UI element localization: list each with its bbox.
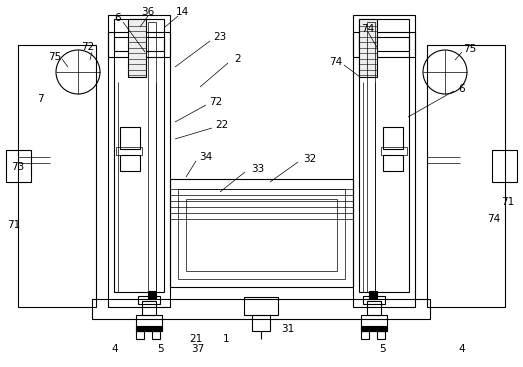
Bar xyxy=(120,155,140,171)
Bar xyxy=(148,291,156,299)
Text: 74: 74 xyxy=(329,57,343,67)
Text: 73: 73 xyxy=(12,162,25,172)
Bar xyxy=(114,19,164,51)
Text: 7: 7 xyxy=(37,94,43,104)
Text: 31: 31 xyxy=(281,324,294,334)
Text: 71: 71 xyxy=(502,197,515,207)
Text: 74: 74 xyxy=(487,214,501,224)
Bar xyxy=(369,291,377,299)
Bar xyxy=(252,315,270,331)
Bar xyxy=(244,297,278,315)
Bar xyxy=(108,15,170,57)
Bar xyxy=(6,150,31,182)
Text: 23: 23 xyxy=(213,32,226,42)
Bar xyxy=(136,326,162,331)
Bar xyxy=(367,22,375,292)
Bar xyxy=(128,19,146,77)
Bar xyxy=(359,19,377,77)
Bar xyxy=(427,45,505,307)
Bar xyxy=(383,155,403,171)
Bar xyxy=(138,296,160,304)
Bar xyxy=(377,331,385,339)
Bar xyxy=(136,315,162,331)
Text: 5: 5 xyxy=(157,344,163,354)
Bar xyxy=(18,45,96,307)
Text: 32: 32 xyxy=(303,154,316,164)
Bar xyxy=(120,127,140,149)
Text: 33: 33 xyxy=(252,164,265,174)
Bar xyxy=(114,37,164,292)
Bar xyxy=(92,299,430,319)
Text: 72: 72 xyxy=(82,42,95,52)
Bar xyxy=(359,19,409,51)
Text: 4: 4 xyxy=(112,344,118,354)
Text: 1: 1 xyxy=(223,334,229,344)
Text: 2: 2 xyxy=(235,54,241,64)
Bar xyxy=(361,326,387,331)
Text: 72: 72 xyxy=(209,97,223,107)
Bar xyxy=(148,22,156,292)
Bar xyxy=(116,147,142,155)
Bar xyxy=(142,301,156,315)
Bar xyxy=(381,147,407,155)
Text: 5: 5 xyxy=(379,344,385,354)
Text: 14: 14 xyxy=(175,7,189,17)
Bar xyxy=(383,127,403,149)
Text: 36: 36 xyxy=(141,7,155,17)
Bar xyxy=(353,32,415,307)
Bar xyxy=(136,331,144,339)
Bar xyxy=(367,301,381,315)
Bar xyxy=(492,150,517,182)
Text: 6: 6 xyxy=(115,13,121,23)
Bar xyxy=(359,37,409,292)
Bar xyxy=(353,15,415,57)
Bar xyxy=(361,331,369,339)
Text: 74: 74 xyxy=(361,24,374,34)
Text: 75: 75 xyxy=(48,52,62,62)
Bar xyxy=(152,331,160,339)
Text: 4: 4 xyxy=(459,344,465,354)
Text: 6: 6 xyxy=(459,84,465,94)
Bar xyxy=(361,315,387,331)
Bar xyxy=(363,296,385,304)
Text: 75: 75 xyxy=(463,44,476,54)
Bar xyxy=(108,32,170,307)
Text: 21: 21 xyxy=(189,334,202,344)
Text: 37: 37 xyxy=(191,344,204,354)
Text: 34: 34 xyxy=(199,152,213,162)
Text: 22: 22 xyxy=(215,120,229,130)
Text: 71: 71 xyxy=(7,220,20,230)
